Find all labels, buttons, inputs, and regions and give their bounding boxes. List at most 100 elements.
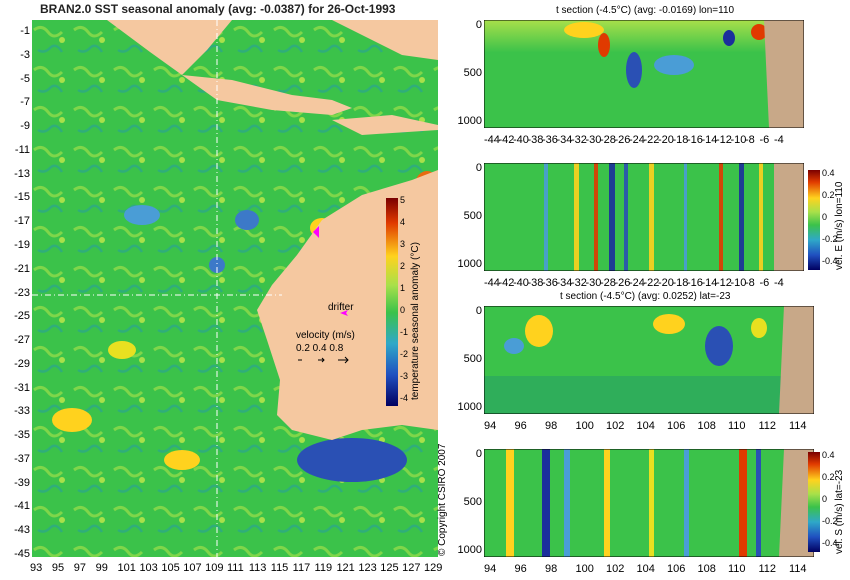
p4-xtick: 106 [667, 563, 686, 575]
p1-xtick: -32 [571, 134, 587, 146]
lat-tick: -41 [14, 500, 30, 513]
lat-tick: -7 [20, 96, 30, 109]
p2-xtick: -10 [730, 277, 747, 289]
p2-xtick: -12 [716, 277, 732, 289]
p1-ytick: 0 [475, 19, 482, 31]
panel3-title: t section (-4.5°C) (avg: 0.0252) lat=-23 [560, 291, 731, 302]
panel4-colorbar-tick: -0.4 [822, 538, 838, 548]
p1-xtick: -34 [556, 134, 573, 146]
lat-tick: -3 [20, 48, 30, 61]
panel4-colorbar-label: vel. S (m/s) lat=-23 [834, 469, 845, 554]
lon-tick: 103 [139, 562, 158, 574]
p4-xtick: 94 [484, 563, 497, 575]
p1-xtick: -8 [745, 134, 755, 146]
p4-ytick: 500 [463, 496, 482, 508]
velocity-label: velocity (m/s) [296, 330, 355, 341]
lat-tick: -29 [14, 357, 30, 370]
velocity-scale-arrows [298, 356, 349, 364]
p1-xtick: -14 [701, 134, 718, 146]
panel2-section [484, 163, 804, 271]
p1-xtick: -44 [484, 134, 500, 146]
p3-xtick: 96 [514, 420, 527, 432]
lat-tick: -23 [14, 286, 30, 299]
p1-xtick: -16 [687, 134, 703, 146]
panel2-colorbar-label: vel. E (m/s) lon=110 [834, 181, 845, 270]
lon-tick: 127 [402, 562, 421, 574]
p2-ytick: 500 [463, 210, 482, 222]
p4-ytick: 1000 [457, 544, 482, 556]
lon-tick: 125 [380, 562, 399, 574]
lat-tick: -39 [14, 476, 30, 489]
p2-xtick: -16 [687, 277, 703, 289]
p2-xtick: -8 [745, 277, 755, 289]
p1-xtick: -36 [542, 134, 558, 146]
p2-xtick: -22 [643, 277, 660, 289]
p2-ytick: 1000 [457, 258, 482, 270]
p2-ytick: 0 [475, 162, 482, 174]
lon-tick: 113 [248, 562, 267, 574]
lon-tick: 95 [51, 562, 65, 574]
panel4-colorbar-tick: 0 [822, 494, 828, 504]
p2-xtick: -14 [701, 277, 718, 289]
p2-xtick: -28 [600, 277, 616, 289]
lat-tick: -31 [14, 381, 30, 394]
lat-tick: -35 [14, 429, 30, 442]
p3-xtick: 98 [545, 420, 558, 432]
p2-xtick: -42 [498, 277, 515, 289]
p2-xtick: -34 [556, 277, 573, 289]
map-colorbar-tick: 3 [400, 239, 406, 249]
p4-xtick: 112 [758, 563, 777, 575]
p3-xtick: 100 [575, 420, 594, 432]
lat-tick: -27 [14, 334, 30, 347]
panel2-colorbar-tick: 0 [822, 212, 828, 222]
p1-xtick: -38 [527, 134, 544, 146]
p3-xtick: 114 [789, 420, 807, 432]
panel2-colorbar [808, 170, 820, 270]
p1-xtick: -18 [672, 134, 689, 146]
lat-tick: -33 [14, 405, 30, 418]
lon-tick: 99 [95, 562, 108, 574]
lon-tick: 93 [30, 562, 43, 574]
p2-xtick: -4 [774, 277, 784, 289]
lat-tick: -19 [14, 238, 30, 251]
panel4-colorbar-tick: 0.2 [822, 472, 835, 482]
p3-xtick: 112 [758, 420, 777, 432]
p1-xtick: -22 [643, 134, 660, 146]
map-title: BRAN2.0 SST seasonal anomaly (avg: -0.03… [40, 2, 396, 16]
p1-xtick: -4 [774, 134, 784, 146]
p4-xtick: 108 [697, 563, 716, 575]
map-colorbar-tick: 5 [400, 195, 406, 205]
drifter-label: drifter [328, 302, 354, 313]
panel4-colorbar-tick: 0.4 [822, 450, 835, 460]
lat-tick: -45 [14, 548, 30, 560]
map-colorbar-tick: 0 [400, 305, 406, 315]
lon-tick: 105 [161, 562, 180, 574]
lon-tick: 129 [424, 562, 443, 574]
p4-xtick: 114 [789, 563, 807, 575]
p1-xtick: -6 [759, 134, 770, 146]
copyright: © Copyright CSIRO 2007 [437, 443, 448, 556]
p2-xtick: -44 [484, 277, 500, 289]
map-colorbar-tick: -3 [400, 371, 409, 381]
p3-xtick: 108 [697, 420, 716, 432]
p2-xtick: -32 [571, 277, 587, 289]
p3-ytick: 0 [475, 305, 482, 317]
lat-tick: -43 [14, 524, 30, 537]
p2-xtick: -26 [614, 277, 631, 289]
lat-tick: -5 [20, 72, 30, 85]
lon-tick: 123 [358, 562, 377, 574]
p1-ytick: 500 [463, 67, 482, 79]
p3-xtick: 110 [728, 420, 746, 432]
lat-tick: -21 [14, 262, 30, 275]
map-colorbar-tick: -1 [400, 327, 409, 337]
lon-tick: 109 [205, 562, 224, 574]
p4-xtick: 98 [545, 563, 558, 575]
lat-tick: -25 [14, 310, 30, 323]
lat-tick: -15 [14, 191, 30, 204]
p1-xtick: -40 [513, 134, 529, 146]
lon-tick: 107 [183, 562, 202, 574]
panel2-colorbar-tick: -0.2 [822, 234, 838, 244]
panel1-section [484, 20, 804, 128]
panel2-colorbar-tick: -0.4 [822, 256, 838, 266]
lat-tick: -9 [20, 120, 30, 133]
